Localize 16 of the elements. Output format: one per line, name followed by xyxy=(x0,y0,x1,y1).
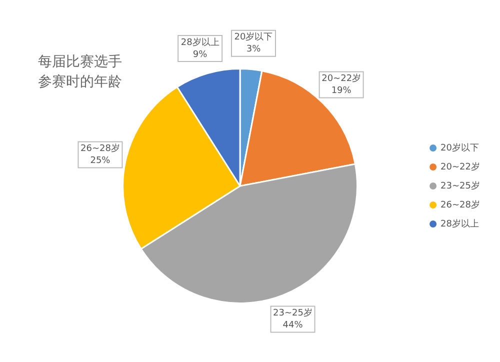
slice-label: 28岁以上 xyxy=(180,36,220,48)
legend-label: 20~22岁 xyxy=(440,161,480,172)
slice-label: 23~25岁 xyxy=(273,308,312,319)
legend-label: 28岁以上 xyxy=(440,218,480,230)
legend-label: 23~25岁 xyxy=(440,180,480,192)
data-label: 3% xyxy=(246,44,262,55)
legend-label: 26~28岁 xyxy=(440,199,480,210)
data-label: 9% xyxy=(192,50,208,60)
text: 每届比赛选手参赛时的年龄 xyxy=(38,53,123,92)
slice-label: 20~22岁 xyxy=(322,73,362,84)
slice-label: 26~28岁 xyxy=(80,143,120,154)
slice-label: 20岁以下 xyxy=(234,32,273,43)
legend-label: 20岁以下 xyxy=(440,142,480,154)
data-label: 19% xyxy=(331,86,352,96)
data-label: 44% xyxy=(282,320,304,331)
data-label: 25% xyxy=(90,156,111,166)
